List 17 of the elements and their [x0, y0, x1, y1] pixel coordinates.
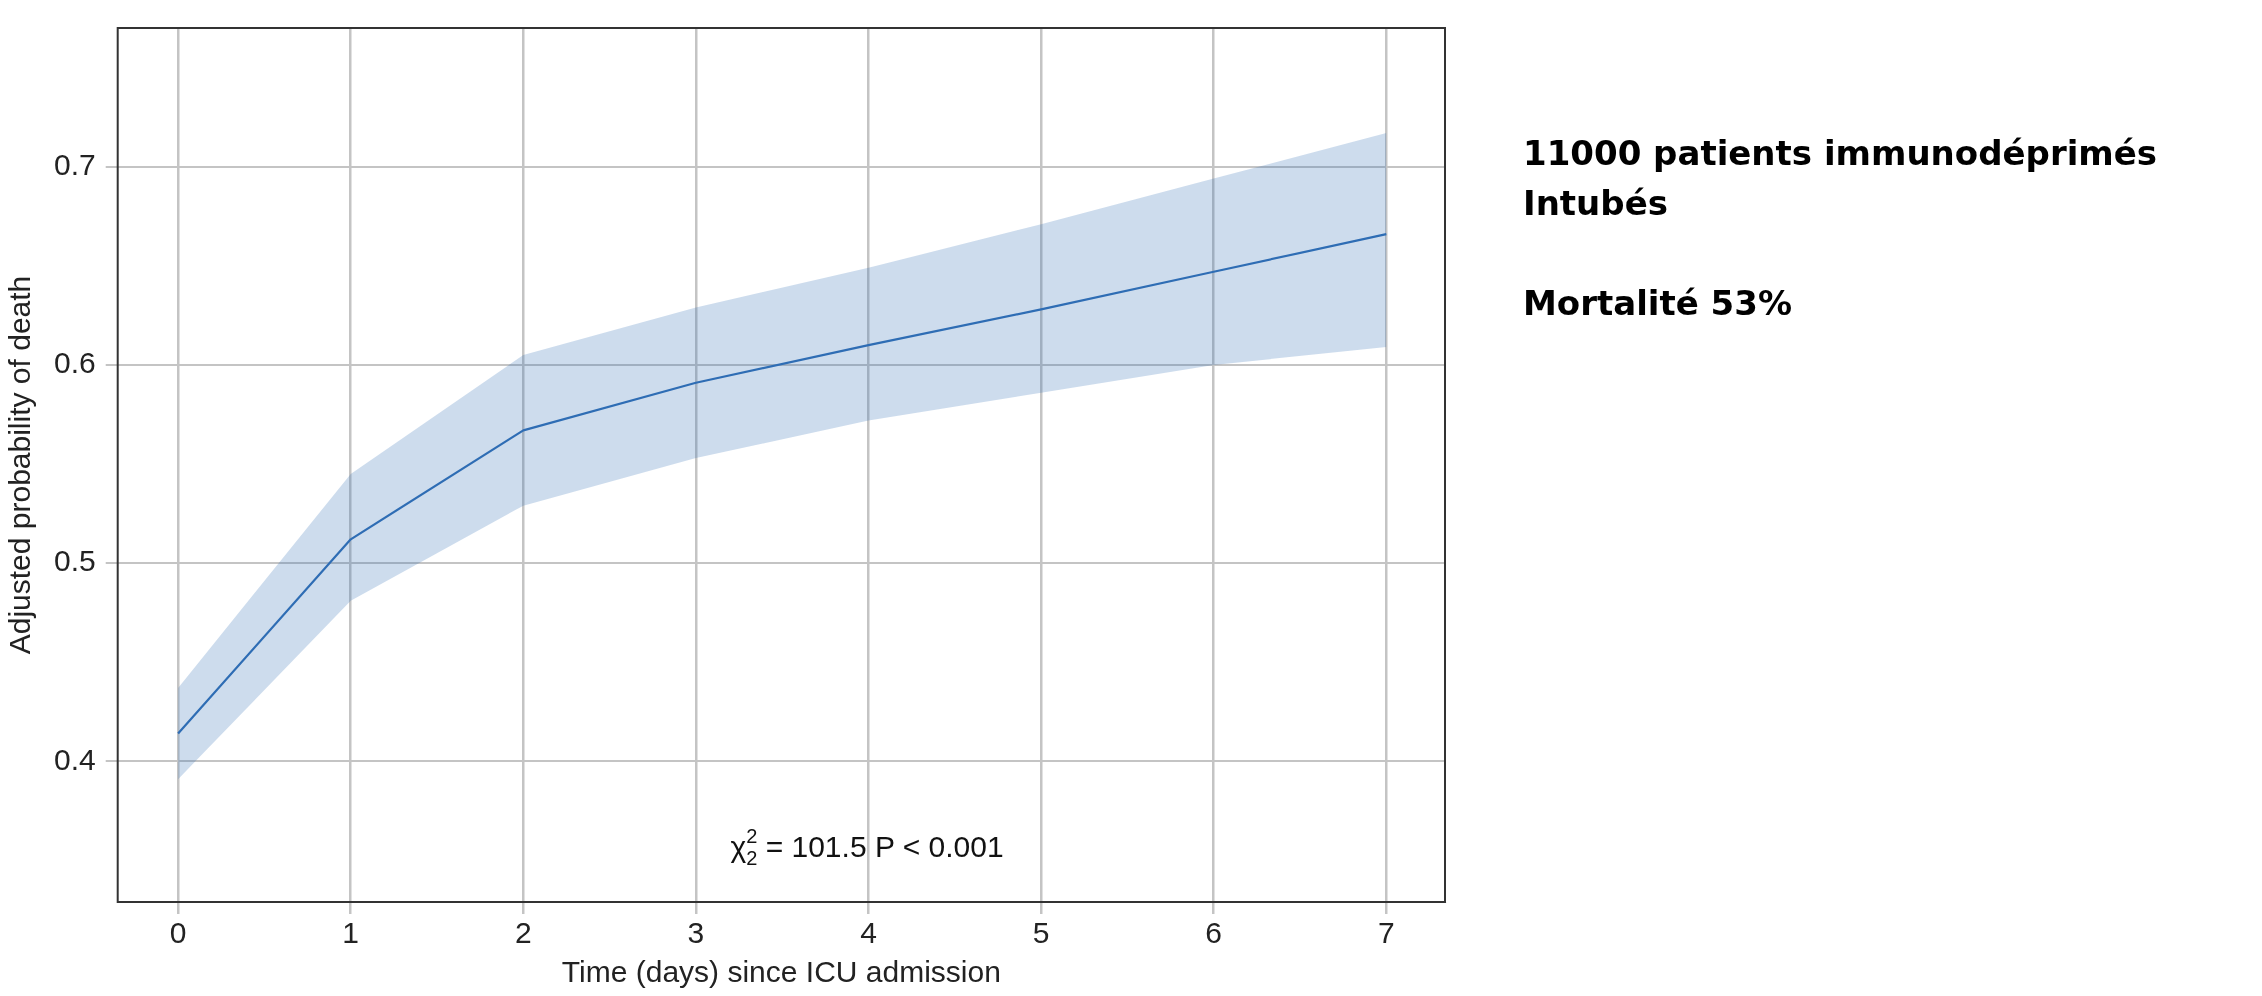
x-tick-label: 2: [514, 916, 532, 950]
x-tick-label: 3: [687, 916, 705, 950]
y-tick-label: 0.5: [53, 544, 96, 578]
x-tick-label: 6: [1205, 916, 1223, 950]
y-axis-title: Adjusted probability of death: [3, 275, 37, 655]
y-tick-label: 0.7: [53, 148, 96, 181]
x-tick-label: 0: [169, 916, 187, 950]
x-tick-label: 7: [1377, 916, 1395, 950]
x-tick-label: 5: [1032, 916, 1050, 950]
x-tick-label: 1: [342, 916, 360, 950]
y-tick-label: 0.4: [53, 742, 96, 776]
y-tick-label: 0.6: [53, 346, 96, 380]
x-axis-title: Time (days) since ICU admission: [561, 955, 1001, 989]
x-tick-label: 4: [860, 916, 877, 950]
text: 11000 patients immunodéprimés: [1523, 132, 2158, 175]
text: Intubés: [1523, 182, 1669, 225]
text: Mortalité 53%: [1523, 282, 1793, 325]
